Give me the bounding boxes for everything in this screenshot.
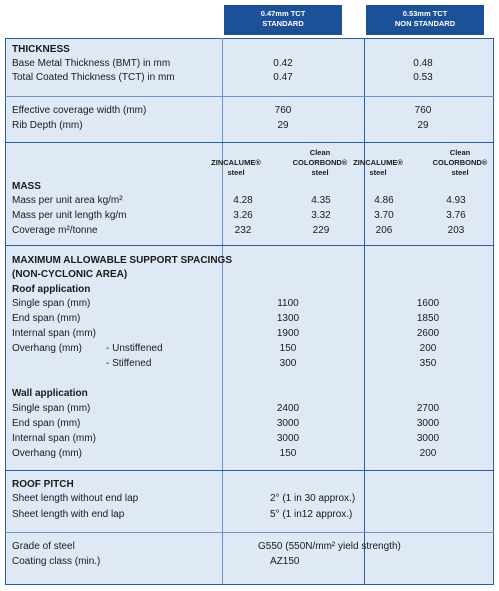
cell-value: 2° (1 in 30 approx.) bbox=[270, 493, 356, 504]
cell-value: 3.26 bbox=[233, 210, 253, 221]
row-label: Sheet length without end lap bbox=[12, 493, 139, 504]
row-label: Internal span (mm) bbox=[12, 433, 96, 444]
cell-value: 232 bbox=[234, 225, 252, 236]
sub-header: Clean bbox=[449, 148, 471, 157]
cell-value: 2600 bbox=[416, 328, 440, 339]
column-header: 0.53mm TCT bbox=[402, 9, 448, 18]
row-sublabel: - Stiffened bbox=[106, 358, 152, 369]
sub-title: Wall application bbox=[12, 388, 88, 399]
cell-value: 3.70 bbox=[374, 210, 394, 221]
section-title: MASS bbox=[12, 181, 41, 192]
section-divider bbox=[5, 142, 494, 143]
row-sublabel: - Unstiffened bbox=[106, 343, 163, 354]
sub-header: steel bbox=[451, 168, 469, 177]
row-label: Overhang (mm) bbox=[12, 448, 83, 459]
column-tab bbox=[224, 5, 342, 35]
row-label: Coverage m²/tonne bbox=[12, 225, 98, 236]
row-divider bbox=[5, 96, 494, 97]
section-divider bbox=[5, 245, 494, 246]
cell-value: 1100 bbox=[277, 298, 299, 309]
cell-value: 229 bbox=[312, 225, 330, 236]
row-label: Total Coated Thickness (TCT) in mm bbox=[12, 72, 175, 83]
cell-value: 3000 bbox=[416, 433, 440, 444]
row-label: Coating class (min.) bbox=[12, 556, 101, 567]
spec-table bbox=[5, 38, 494, 585]
cell-value: 1600 bbox=[416, 298, 440, 309]
cell-value: 29 bbox=[417, 120, 429, 131]
cell-value: 4.28 bbox=[233, 195, 253, 206]
sub-header: steel bbox=[369, 168, 387, 177]
cell-value: 0.48 bbox=[413, 58, 433, 69]
section-title: MAXIMUM ALLOWABLE SUPPORT SPACINGS bbox=[12, 255, 232, 266]
cell-value: 150 bbox=[279, 343, 297, 354]
cell-value: 4.86 bbox=[374, 195, 394, 206]
row-label: Effective coverage width (mm) bbox=[12, 105, 147, 116]
row-label: Overhang (mm) bbox=[12, 343, 83, 354]
cell-value: 5° (1 in12 approx.) bbox=[270, 509, 353, 520]
column-divider bbox=[364, 38, 365, 584]
cell-value: 4.35 bbox=[311, 195, 331, 206]
section-title: (NON-CYCLONIC AREA) bbox=[12, 269, 128, 280]
cell-value: 200 bbox=[419, 448, 437, 459]
column-header: NON STANDARD bbox=[394, 19, 456, 28]
section-title: ROOF PITCH bbox=[12, 479, 74, 490]
cell-value: 203 bbox=[447, 225, 465, 236]
row-label: Grade of steel bbox=[12, 541, 75, 552]
cell-value: 29 bbox=[277, 120, 289, 131]
section-divider bbox=[5, 470, 494, 471]
column-tab bbox=[366, 5, 484, 35]
cell-value: 1850 bbox=[416, 313, 440, 324]
sub-header: COLORBOND® bbox=[432, 158, 488, 167]
sub-header: ZINCALUME® bbox=[211, 158, 261, 167]
cell-value: 3000 bbox=[276, 418, 300, 429]
sub-header: ZINCALUME® bbox=[353, 158, 403, 167]
row-label: Single span (mm) bbox=[12, 403, 91, 414]
cell-value: 0.42 bbox=[273, 58, 293, 69]
row-label: End span (mm) bbox=[12, 418, 81, 429]
cell-value: G550 (550N/mm² yield strength) bbox=[258, 541, 401, 552]
cell-value: 760 bbox=[414, 105, 432, 116]
row-label: Sheet length with end lap bbox=[12, 509, 125, 520]
section-title: THICKNESS bbox=[12, 44, 70, 55]
row-label: Rib Depth (mm) bbox=[12, 120, 83, 131]
row-label: Internal span (mm) bbox=[12, 328, 96, 339]
row-label: Single span (mm) bbox=[12, 298, 91, 309]
cell-value: 150 bbox=[279, 448, 297, 459]
sub-header: steel bbox=[311, 168, 329, 177]
cell-value: 206 bbox=[375, 225, 393, 236]
row-label: Mass per unit length kg/m bbox=[12, 210, 127, 221]
sub-header: steel bbox=[227, 168, 245, 177]
cell-value: 760 bbox=[274, 105, 292, 116]
row-label: End span (mm) bbox=[12, 313, 81, 324]
sub-title: Roof application bbox=[12, 284, 91, 295]
row-label: Mass per unit area kg/m² bbox=[12, 195, 123, 206]
cell-value: 3000 bbox=[276, 433, 300, 444]
column-header: 0.47mm TCT bbox=[260, 9, 306, 18]
cell-value: 3.32 bbox=[311, 210, 331, 221]
cell-value: 200 bbox=[419, 343, 437, 354]
cell-value: 300 bbox=[279, 358, 297, 369]
cell-value: 3.76 bbox=[446, 210, 466, 221]
column-divider bbox=[222, 38, 223, 584]
sub-header: Clean bbox=[309, 148, 331, 157]
cell-value: AZ150 bbox=[270, 556, 300, 567]
cell-value: 4.93 bbox=[446, 195, 466, 206]
cell-value: 0.53 bbox=[413, 72, 433, 83]
cell-value: 3000 bbox=[416, 418, 440, 429]
cell-value: 0.47 bbox=[273, 72, 293, 83]
cell-value: 1900 bbox=[276, 328, 300, 339]
column-header: STANDARD bbox=[262, 19, 304, 28]
cell-value: 2700 bbox=[416, 403, 440, 414]
cell-value: 2400 bbox=[276, 403, 300, 414]
sub-header: COLORBOND® bbox=[292, 158, 348, 167]
row-divider bbox=[5, 532, 494, 533]
cell-value: 350 bbox=[419, 358, 437, 369]
row-label: Base Metal Thickness (BMT) in mm bbox=[12, 58, 171, 69]
cell-value: 1300 bbox=[276, 313, 300, 324]
